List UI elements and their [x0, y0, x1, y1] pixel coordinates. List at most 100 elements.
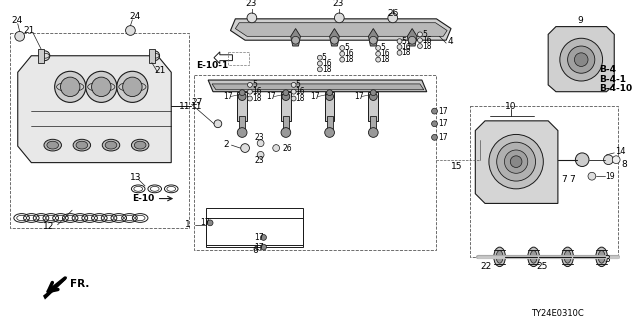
Text: 5: 5 [322, 53, 326, 62]
Circle shape [291, 83, 296, 87]
Text: 21: 21 [24, 26, 35, 35]
Text: 5: 5 [380, 44, 385, 52]
Text: B-4: B-4 [598, 65, 616, 74]
Text: TY24E0310C: TY24E0310C [531, 309, 584, 318]
Text: 27: 27 [191, 98, 203, 107]
Bar [239, 116, 245, 131]
Ellipse shape [134, 141, 146, 149]
Text: 5: 5 [252, 80, 257, 89]
Circle shape [125, 26, 135, 35]
Bar [38, 49, 44, 62]
Bar [10, 33, 189, 228]
Circle shape [92, 77, 111, 97]
Circle shape [257, 151, 264, 158]
Text: 17: 17 [438, 107, 448, 116]
Text: 16: 16 [344, 49, 354, 58]
Circle shape [388, 13, 397, 23]
Bar [206, 208, 303, 245]
Circle shape [317, 61, 323, 66]
Circle shape [248, 89, 252, 94]
Bar [371, 116, 376, 131]
Bar [228, 52, 249, 66]
Circle shape [282, 93, 290, 100]
Text: 13: 13 [131, 173, 142, 182]
Circle shape [369, 128, 378, 137]
Polygon shape [407, 28, 417, 46]
Polygon shape [330, 28, 339, 46]
Text: 17: 17 [310, 92, 320, 101]
Text: 23: 23 [255, 156, 264, 165]
Bar [369, 92, 378, 121]
Polygon shape [214, 52, 232, 64]
Circle shape [237, 128, 247, 137]
Ellipse shape [496, 251, 503, 263]
Circle shape [326, 93, 333, 100]
Text: 11: 11 [191, 102, 202, 111]
Circle shape [283, 90, 289, 96]
Circle shape [207, 220, 213, 226]
Circle shape [86, 71, 117, 102]
Circle shape [340, 52, 345, 56]
Text: 4: 4 [447, 37, 452, 46]
Ellipse shape [105, 141, 117, 149]
Circle shape [575, 53, 588, 67]
Circle shape [241, 144, 250, 152]
Text: 16: 16 [422, 36, 431, 45]
Text: B-4-1: B-4-1 [598, 75, 626, 84]
Circle shape [408, 36, 416, 44]
Circle shape [214, 120, 221, 128]
Circle shape [335, 13, 344, 23]
Text: 10: 10 [504, 102, 516, 111]
Circle shape [61, 77, 80, 97]
Text: 18: 18 [344, 55, 354, 64]
Circle shape [260, 235, 266, 240]
Text: 12: 12 [43, 222, 54, 231]
Circle shape [397, 44, 402, 49]
Circle shape [292, 36, 300, 44]
Circle shape [291, 96, 296, 101]
Circle shape [15, 31, 24, 41]
Bar [470, 106, 618, 257]
Circle shape [560, 38, 603, 81]
Circle shape [376, 52, 381, 56]
Text: 23: 23 [333, 0, 344, 8]
Circle shape [117, 71, 148, 102]
Circle shape [239, 90, 245, 96]
Text: 16: 16 [380, 49, 390, 58]
Bar [237, 92, 247, 121]
Circle shape [588, 172, 596, 180]
Text: 25: 25 [536, 262, 548, 271]
Text: 17: 17 [438, 133, 448, 142]
Text: 9: 9 [577, 16, 583, 25]
Circle shape [317, 67, 323, 72]
Circle shape [568, 46, 595, 73]
Bar [281, 92, 291, 121]
Circle shape [575, 153, 589, 166]
Circle shape [340, 45, 345, 51]
Circle shape [417, 32, 422, 37]
Text: 7: 7 [561, 175, 566, 184]
Circle shape [431, 134, 437, 140]
Circle shape [123, 77, 142, 97]
Text: 17: 17 [354, 92, 364, 101]
Text: 15: 15 [451, 162, 463, 171]
Circle shape [331, 36, 339, 44]
Circle shape [291, 89, 296, 94]
Circle shape [324, 128, 335, 137]
Text: 23: 23 [245, 0, 257, 8]
Circle shape [260, 244, 266, 250]
Ellipse shape [76, 141, 88, 149]
Circle shape [257, 140, 264, 147]
Ellipse shape [528, 247, 540, 267]
Text: 3: 3 [605, 255, 611, 264]
Polygon shape [18, 56, 172, 163]
Text: 16: 16 [252, 87, 262, 96]
Bar [283, 116, 289, 131]
Ellipse shape [564, 251, 571, 263]
Text: 17: 17 [223, 92, 232, 101]
Circle shape [326, 90, 333, 96]
Circle shape [397, 39, 402, 44]
Circle shape [489, 134, 543, 189]
Circle shape [604, 155, 613, 164]
Circle shape [40, 51, 50, 60]
